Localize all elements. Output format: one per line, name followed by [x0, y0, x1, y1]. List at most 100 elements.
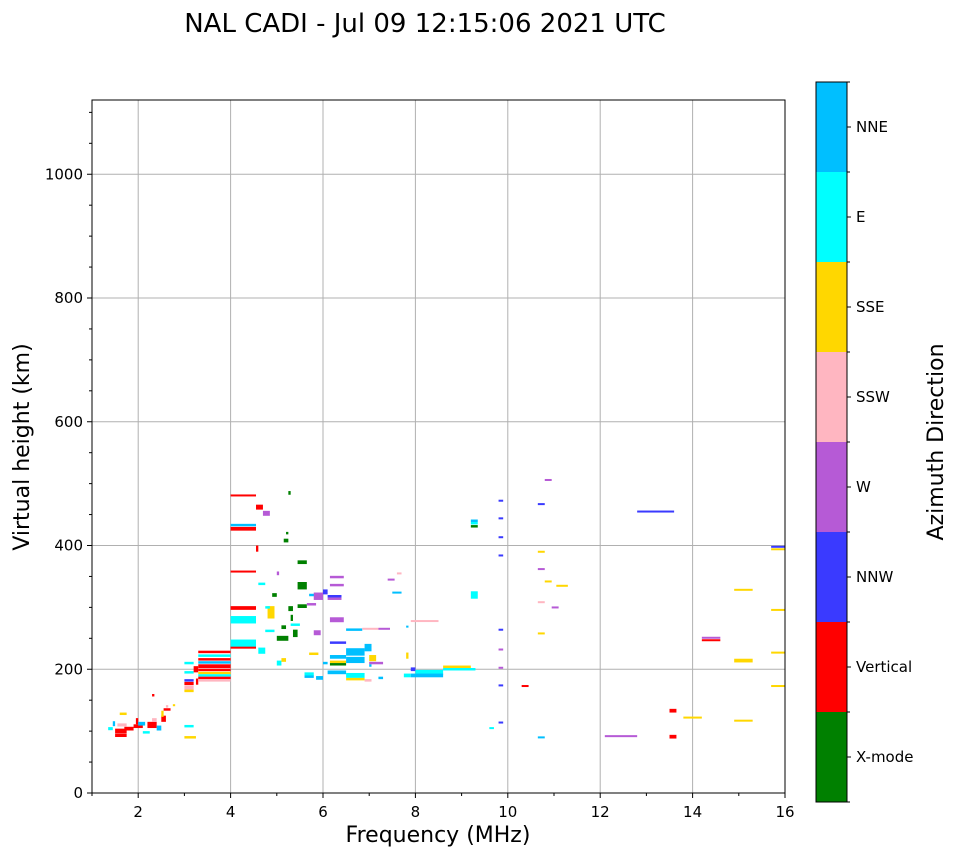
echo-segment	[701, 639, 721, 642]
colorbar-tick-label: E	[856, 208, 865, 226]
x-tick-label: 2	[133, 803, 143, 821]
echo-segment	[443, 665, 471, 669]
echo-segment	[163, 708, 171, 711]
x-tick-label: 6	[318, 803, 328, 821]
echo-segment	[470, 519, 478, 522]
echo-segment	[364, 679, 372, 682]
colorbar-swatch	[816, 82, 847, 172]
echo-segment	[537, 632, 545, 635]
x-tick-label: 10	[498, 803, 517, 821]
echo-segment	[313, 630, 321, 636]
chart-title: NAL CADI - Jul 09 12:15:06 2021 UTC	[184, 9, 666, 39]
echo-segment	[198, 664, 231, 669]
echo-segment	[329, 617, 344, 623]
colorbar-tick-label: NNW	[856, 568, 893, 586]
echo-segment	[156, 725, 162, 731]
echo-segment	[115, 728, 127, 734]
echo-segment	[256, 545, 259, 552]
echo-segment	[498, 517, 504, 520]
echo-segment	[198, 679, 231, 682]
echo-segment	[329, 575, 344, 579]
echo-segment	[329, 663, 347, 666]
plot-frame	[91, 99, 786, 794]
echo-segment	[115, 733, 127, 738]
echo-segment	[198, 674, 231, 677]
echo-segment	[152, 718, 157, 722]
echo-segment	[108, 727, 113, 731]
echo-segment	[537, 550, 545, 553]
echo-segment	[297, 560, 307, 565]
echo-segment	[195, 678, 199, 685]
echo-segment	[184, 724, 194, 728]
echo-segment	[267, 606, 275, 619]
echo-segment	[198, 650, 231, 654]
echo-segment	[521, 685, 529, 688]
x-tick-label: 14	[683, 803, 702, 821]
colorbar-swatch	[816, 622, 847, 712]
echo-segment	[184, 736, 196, 739]
y-tick-label: 1000	[45, 165, 83, 183]
echo-segment	[364, 643, 372, 652]
echo-segment	[734, 588, 753, 591]
echo-segment	[119, 712, 127, 716]
echo-segment	[198, 676, 231, 680]
echo-segment	[230, 616, 257, 624]
echo-segment	[184, 685, 194, 691]
echo-segment	[184, 661, 194, 665]
echo-segment	[470, 521, 478, 525]
echo-segment	[537, 568, 545, 571]
colorbar: X-mode Vertical NNW W SSW SSE E NNE	[815, 81, 913, 803]
echo-segment	[329, 641, 347, 644]
echo-segment	[771, 685, 785, 688]
x-tick-label: 16	[775, 803, 794, 821]
echo-segment	[346, 648, 365, 656]
echo-segment	[198, 661, 231, 664]
echo-segment	[258, 647, 266, 654]
echo-segment	[498, 666, 504, 669]
x-tick-label: 12	[591, 803, 610, 821]
echo-segment	[262, 510, 270, 516]
echo-segment	[230, 606, 257, 610]
echo-segment	[498, 628, 504, 631]
colorbar-swatch	[816, 442, 847, 532]
echo-segment	[771, 548, 785, 551]
echo-segment	[258, 582, 266, 586]
echo-segment	[198, 671, 231, 675]
echo-segment	[669, 734, 677, 739]
echo-segment	[346, 628, 363, 631]
echo-segment	[281, 658, 287, 662]
echo-segment	[498, 499, 504, 502]
colorbar-swatch	[816, 532, 847, 622]
echo-segment	[403, 673, 411, 678]
colorbar-label: Azimuth Direction	[924, 343, 949, 540]
echo-segment	[327, 595, 342, 598]
echo-segment	[537, 503, 545, 506]
echo-segment	[378, 676, 384, 680]
echo-segment	[124, 726, 134, 731]
echo-segment	[152, 694, 155, 697]
echo-segment	[135, 718, 139, 725]
echo-segment	[309, 652, 319, 656]
echo-segment	[292, 629, 298, 638]
echo-segment	[265, 629, 275, 633]
echo-segment	[147, 721, 157, 729]
echo-segment	[498, 554, 504, 557]
echo-segment	[323, 589, 328, 595]
colorbar-tick-label: NNE	[856, 118, 888, 136]
echo-segment	[669, 708, 677, 713]
echo-segment	[734, 658, 753, 663]
echo-segment	[443, 668, 476, 671]
echo-segment	[304, 672, 314, 677]
y-tick-label: 200	[54, 660, 83, 678]
echo-segment	[323, 661, 328, 665]
echo-segment	[498, 684, 504, 687]
colorbar-tick-label: Vertical	[856, 658, 912, 676]
colorbar-tick-label: SSE	[856, 298, 885, 316]
echo-segment	[297, 582, 307, 590]
echo-segment	[272, 593, 277, 597]
echo-segment	[161, 715, 166, 722]
echo-segment	[230, 646, 257, 649]
echo-segment	[112, 721, 116, 727]
echo-segment	[406, 625, 409, 628]
